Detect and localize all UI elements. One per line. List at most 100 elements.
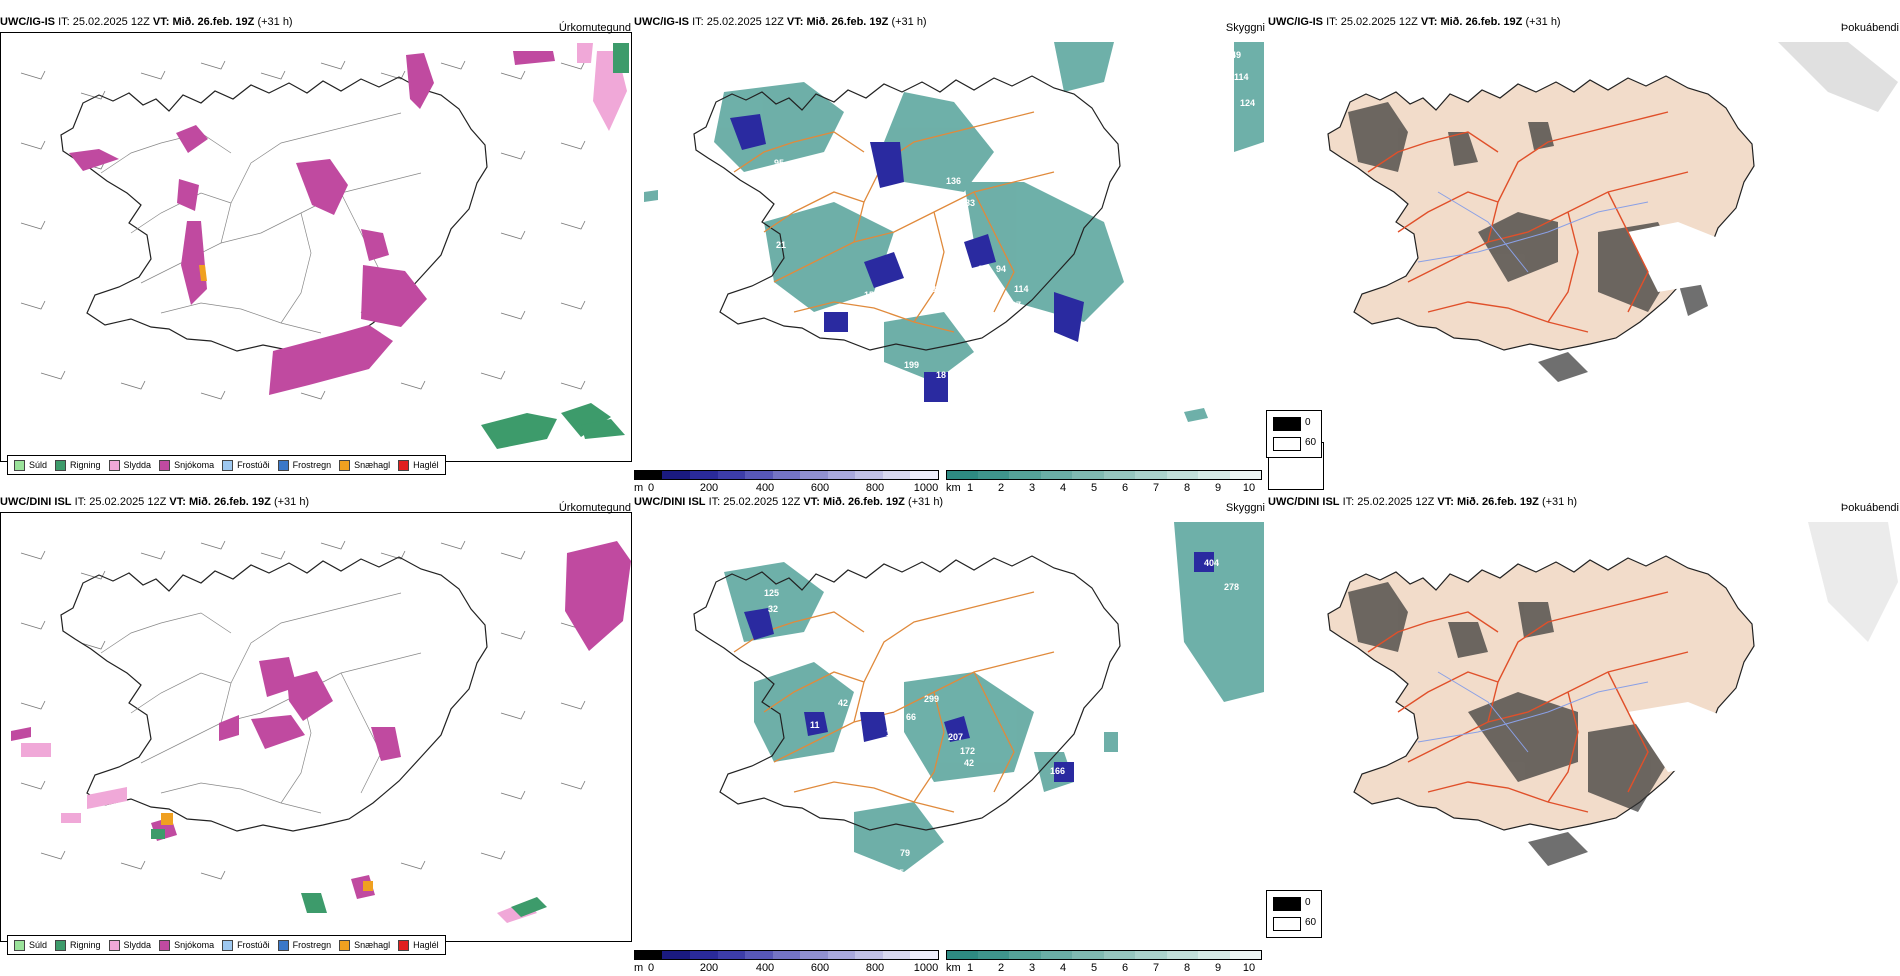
visibility-areas: [644, 42, 1264, 422]
visibility-colorbar: km 1 2 3 4 5 6 7 8 9 10: [946, 470, 1262, 496]
tick-label: 0: [647, 482, 655, 494]
tick-label: 1000: [913, 482, 939, 494]
visibility-unit: km: [946, 482, 961, 494]
tick-label: 10: [1242, 962, 1256, 974]
wind-barbs: [20, 540, 586, 880]
precip-type-legend: Súld Rigning Slydda Snjókoma Frostúði Fr…: [7, 935, 446, 955]
map-label: 278: [1224, 582, 1239, 592]
panel-title: Þokuábendi: [1840, 502, 1899, 514]
map-label: 407: [1006, 300, 1021, 310]
legend-item: Haglél: [398, 459, 439, 471]
map-label: 21: [776, 240, 786, 250]
legend-item: Snjókoma: [159, 459, 214, 471]
panel-header: UWC/IG-IS IT: 25.02.2025 12Z VT: Mið. 26…: [1268, 16, 1899, 34]
tick-label: 9: [1214, 482, 1222, 494]
panel-header: UWC/DINI ISL IT: 25.02.2025 12Z VT: Mið.…: [1268, 496, 1899, 514]
tick-label: 2: [997, 482, 1005, 494]
visibility-areas: [724, 522, 1264, 872]
ceiling-colorbar: m 0 200 400 600 800 1000: [634, 950, 939, 976]
map-label: 94: [996, 264, 1006, 274]
map-label: 268: [998, 330, 1013, 340]
fog-panel-bottom: UWC/DINI ISL IT: 25.02.2025 12Z VT: Mið.…: [1268, 494, 1900, 964]
tick-label: 9: [1214, 962, 1222, 974]
legend-item: Slydda: [108, 939, 151, 951]
map-label: 114: [1014, 284, 1029, 294]
tick-label: 3: [1028, 962, 1036, 974]
precip-type-legend: Súld Rigning Slydda Snjókoma Frostúði Fr…: [7, 455, 446, 475]
tick-label: 400: [755, 962, 775, 974]
fog-panel-top: UWC/IG-IS IT: 25.02.2025 12Z VT: Mið. 26…: [1268, 14, 1900, 490]
map-label: 10: [934, 402, 944, 412]
legend-item: Súld: [14, 939, 47, 951]
map-label: 152: [864, 290, 879, 300]
tick-label: 2: [997, 962, 1005, 974]
precip-panel-bottom: UWC/DINI ISL IT: 25.02.2025 12Z VT: Mið.…: [0, 494, 633, 964]
map-label: 140: [926, 656, 941, 666]
fog-low-label: 60: [1305, 917, 1317, 928]
legend-item: Frostúði: [222, 459, 270, 471]
tick-label: 0: [647, 962, 655, 974]
panel-title: Þokuábendi: [1840, 22, 1899, 34]
tick-label: 6: [1121, 482, 1129, 494]
visibility-panel-bottom: UWC/DINI ISL IT: 25.02.2025 12Z VT: Mið.…: [634, 494, 1267, 974]
map-label: 303: [1086, 626, 1101, 636]
panel-title: Skyggni: [1225, 22, 1265, 34]
tick-label: 3: [1028, 482, 1036, 494]
legend-item: Haglél: [398, 939, 439, 951]
snow-areas: [11, 541, 631, 899]
panel-title: Úrkomutegund: [558, 22, 631, 34]
tick-label: 8: [1183, 482, 1191, 494]
panel-title: Úrkomutegund: [558, 502, 631, 514]
legend-item: Snæhagl: [339, 459, 390, 471]
map-label: 207: [948, 732, 963, 742]
panel-header: UWC/DINI ISL IT: 25.02.2025 12Z VT: Mið.…: [0, 496, 631, 514]
map-label: 166: [1050, 766, 1065, 776]
fog-low-label: 60: [1305, 437, 1317, 448]
map-label: 149: [1226, 50, 1241, 60]
legend-item: Frostúði: [222, 939, 270, 951]
map-label: 125: [764, 588, 779, 598]
visibility-map: 149 114 124 95 112 136 283 80 114 407 88…: [634, 32, 1266, 494]
tick-label: 200: [699, 482, 719, 494]
wind-barbs: [20, 60, 586, 400]
tick-label: 5: [1090, 962, 1098, 974]
precip-panel-top: UWC/IG-IS IT: 25.02.2025 12Z VT: Mið. 26…: [0, 14, 633, 484]
map-label: 62: [750, 208, 760, 218]
map-label: 172: [960, 746, 975, 756]
tick-label: 800: [865, 962, 885, 974]
tick-label: 400: [755, 482, 775, 494]
fog-high-swatch: [1273, 897, 1301, 911]
legend-item: Slydda: [108, 459, 151, 471]
panel-title: Skyggni: [1225, 502, 1265, 514]
map-label: 149: [904, 398, 919, 408]
tick-label: 800: [865, 482, 885, 494]
map-label: 11: [810, 720, 820, 730]
map-label: 112: [886, 728, 901, 738]
tick-label: 7: [1152, 962, 1160, 974]
ceiling-areas: [730, 114, 1084, 402]
tick-label: 4: [1059, 962, 1067, 974]
fog-high-label: 0: [1305, 417, 1311, 428]
fog-map: [1268, 512, 1900, 942]
fog-low-swatch: [1273, 917, 1301, 931]
ceiling-areas: [744, 552, 1214, 782]
map-label: 55: [894, 868, 904, 878]
map-label: 88: [926, 284, 936, 294]
map-label: 201: [752, 262, 767, 272]
map-label: 136: [946, 176, 961, 186]
map-label: 149: [1058, 350, 1073, 360]
tick-label: 8: [1183, 962, 1191, 974]
map-label: 42: [964, 758, 974, 768]
visibility-map: 404 278 303 140 125 32 66 299 112 207 17…: [634, 512, 1266, 974]
precip-map: Súld Rigning Slydda Snjókoma Frostúði Fr…: [0, 512, 632, 955]
tick-label: 1: [966, 482, 974, 494]
panel-header: UWC/IG-IS IT: 25.02.2025 12Z VT: Mið. 26…: [634, 16, 1265, 34]
panel-header: UWC/IG-IS IT: 25.02.2025 12Z VT: Mið. 26…: [0, 16, 631, 34]
fog-areas: [1348, 582, 1668, 866]
map-label: 79: [900, 848, 910, 858]
tick-label: 1: [966, 962, 974, 974]
legend-item: Rigning: [55, 939, 101, 951]
map-label: 42: [914, 778, 924, 788]
map-label: 404: [1204, 558, 1219, 568]
snow-areas: [69, 51, 555, 395]
